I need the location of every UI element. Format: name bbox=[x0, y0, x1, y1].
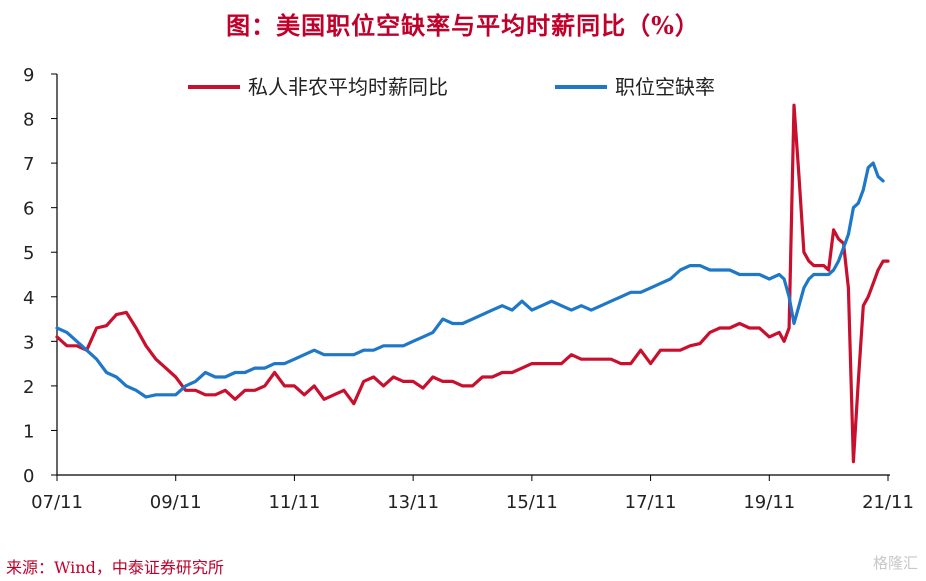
chart-axes: 0 1 2 3 4 5 6 7 8 9 07/11 09/11 11/11 13/11 15/11 17/11… bbox=[23, 65, 914, 513]
legend-label: 职位空缺率 bbox=[615, 75, 715, 99]
series-line-vacancy-rate bbox=[55, 161, 885, 399]
y-tick-label: 0 bbox=[23, 466, 34, 487]
x-tick-label: 09/11 bbox=[150, 492, 202, 513]
watermark: 格隆汇 bbox=[872, 554, 918, 572]
x-tick-label: 19/11 bbox=[743, 492, 795, 513]
x-tick-label: 21/11 bbox=[862, 492, 914, 513]
y-tick-label: 1 bbox=[23, 421, 34, 442]
x-tick-label: 11/11 bbox=[268, 492, 320, 513]
chart-legend: 私人非农平均时薪同比 职位空缺率 bbox=[188, 75, 715, 99]
legend-label: 私人非农平均时薪同比 bbox=[248, 75, 448, 99]
y-tick-label: 3 bbox=[23, 332, 34, 353]
y-tick-label: 6 bbox=[23, 199, 34, 220]
y-tick-label: 2 bbox=[23, 377, 34, 398]
y-tick-label: 8 bbox=[23, 110, 34, 131]
series-layer bbox=[55, 103, 890, 464]
x-tick-label: 07/11 bbox=[31, 492, 83, 513]
x-tick-label: 17/11 bbox=[625, 492, 677, 513]
y-tick-label: 5 bbox=[23, 243, 34, 264]
source-note: 来源：Wind，中泰证券研究所 bbox=[6, 558, 224, 577]
y-tick-label: 7 bbox=[23, 154, 34, 175]
x-tick-label: 13/11 bbox=[387, 492, 439, 513]
y-tick-label: 4 bbox=[23, 288, 34, 309]
y-tick-label: 9 bbox=[23, 65, 34, 86]
series-line-wage-growth bbox=[55, 103, 890, 464]
x-tick-label: 15/11 bbox=[506, 492, 558, 513]
chart-title: 图：美国职位空缺率与平均时薪同比（%） bbox=[226, 11, 700, 40]
